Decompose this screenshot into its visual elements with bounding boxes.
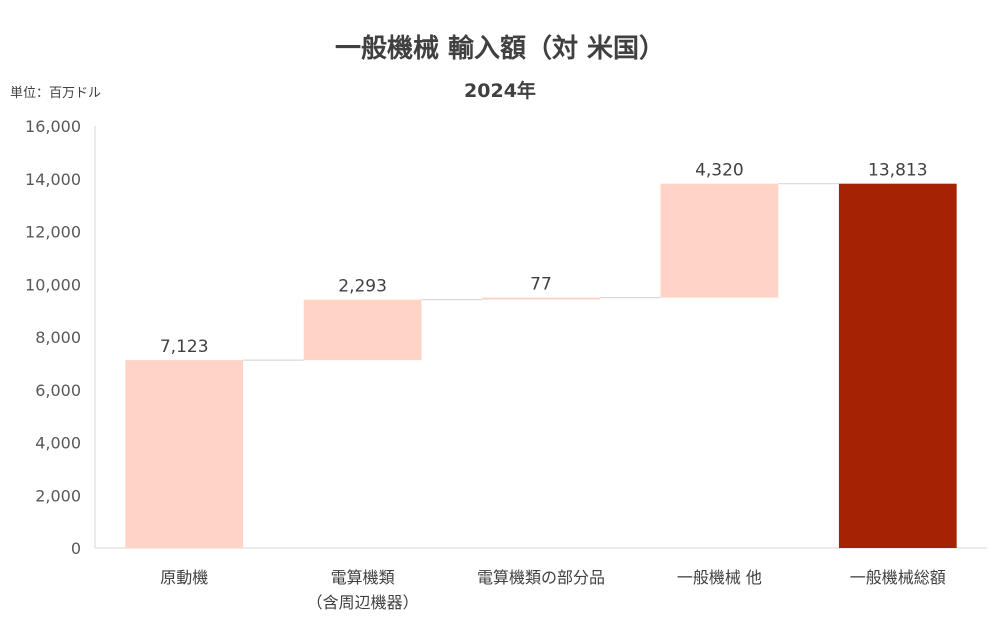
total-bar [838,183,957,548]
increment-bar [660,183,779,298]
category-label: （含周辺機器） [307,593,419,612]
data-label: 2,293 [338,277,387,297]
connectors [243,183,839,361]
y-tick-label: 16,000 [25,117,81,136]
chart-subtitle: 2024年 [464,80,536,102]
bars [125,183,957,548]
y-tick-label: 12,000 [25,223,81,242]
increment-bar [303,299,422,361]
data-label: 77 [530,275,552,295]
data-labels: 7,123 2,293 77 4,320 13,813 [160,161,928,357]
y-axis: 0 2,000 4,000 6,000 8,000 10,000 12,000 14,000 1… [25,117,987,558]
unit-label: 単位：百万ドル [10,86,102,101]
y-tick-label: 8,000 [35,328,81,347]
category-label: 電算機類 [331,568,395,587]
category-label: 電算機類の部分品 [477,568,605,587]
chart-title: 一般機械 輸入額（対 米国） [334,34,666,64]
category-label: 一般機械 他 [677,568,762,587]
y-tick-label: 2,000 [35,486,81,505]
y-tick-label: 14,000 [25,170,81,189]
y-tick-label: 6,000 [35,381,81,400]
data-label: 4,320 [695,161,744,181]
y-tick-label: 0 [71,539,81,558]
increment-bar [125,360,244,548]
category-label: 一般機械総額 [850,568,946,587]
category-labels: 原動機 電算機類 （含周辺機器） 電算機類の部分品 一般機械 他 一般機械総額 [160,568,946,612]
data-label: 13,813 [868,161,927,181]
y-tick-label: 10,000 [25,275,81,294]
increment-bar [482,297,600,300]
data-label: 7,123 [160,337,209,357]
y-tick-label: 4,000 [35,434,81,453]
category-label: 原動機 [160,568,208,587]
